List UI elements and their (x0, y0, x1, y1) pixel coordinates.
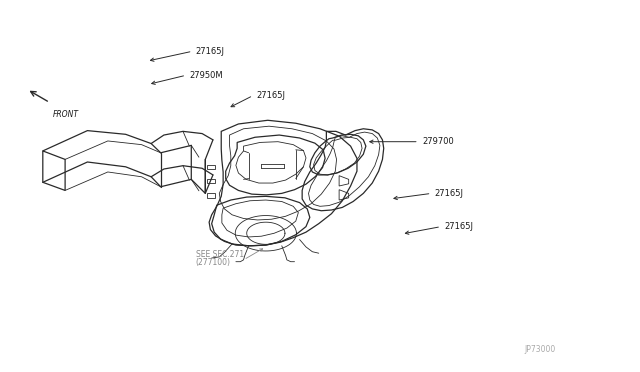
Text: 27165J: 27165J (196, 47, 225, 56)
Text: 279700: 279700 (422, 137, 454, 146)
Text: 27165J: 27165J (256, 91, 285, 100)
Text: JP73000: JP73000 (525, 345, 556, 354)
Text: 27165J: 27165J (435, 189, 464, 198)
Text: FRONT: FRONT (52, 110, 78, 119)
Text: (277100): (277100) (196, 258, 231, 267)
Text: 27950M: 27950M (189, 71, 223, 80)
Text: 27165J: 27165J (444, 222, 473, 231)
Text: SEE SEC.271: SEE SEC.271 (196, 250, 244, 259)
